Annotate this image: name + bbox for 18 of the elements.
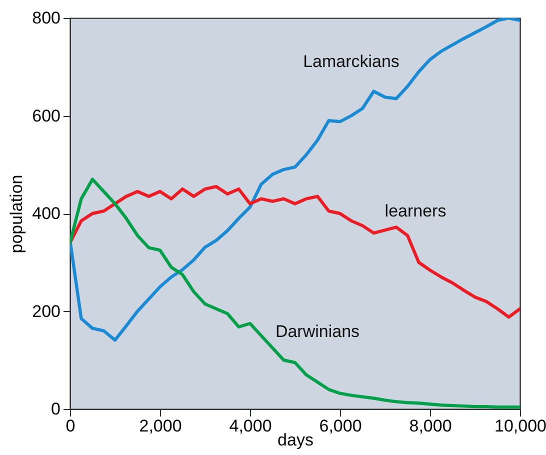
- line-series: [70, 185, 520, 319]
- x-tick-label: 6,000: [319, 416, 362, 436]
- x-tick-label: 10,000: [494, 416, 546, 436]
- x-tick-label: 4,000: [229, 416, 272, 436]
- line-series: [70, 18, 520, 342]
- x-tick-label: 0: [66, 416, 76, 436]
- x-tick-label: 2,000: [139, 416, 182, 436]
- y-tick-label: 600: [32, 106, 60, 126]
- y-tick-label: 200: [32, 302, 60, 321]
- y-axis-title: population: [7, 174, 26, 254]
- x-axis-title: days: [278, 430, 314, 450]
- series-label: Darwinians: [275, 322, 360, 342]
- y-tick-label: 0: [51, 400, 60, 418]
- y-tick-label: 400: [32, 204, 60, 223]
- x-tick-label: 8,000: [409, 416, 452, 436]
- series-label: Lamarckians: [303, 52, 400, 71]
- y-tick-label: 800: [32, 8, 60, 28]
- series-label: learners: [384, 201, 446, 220]
